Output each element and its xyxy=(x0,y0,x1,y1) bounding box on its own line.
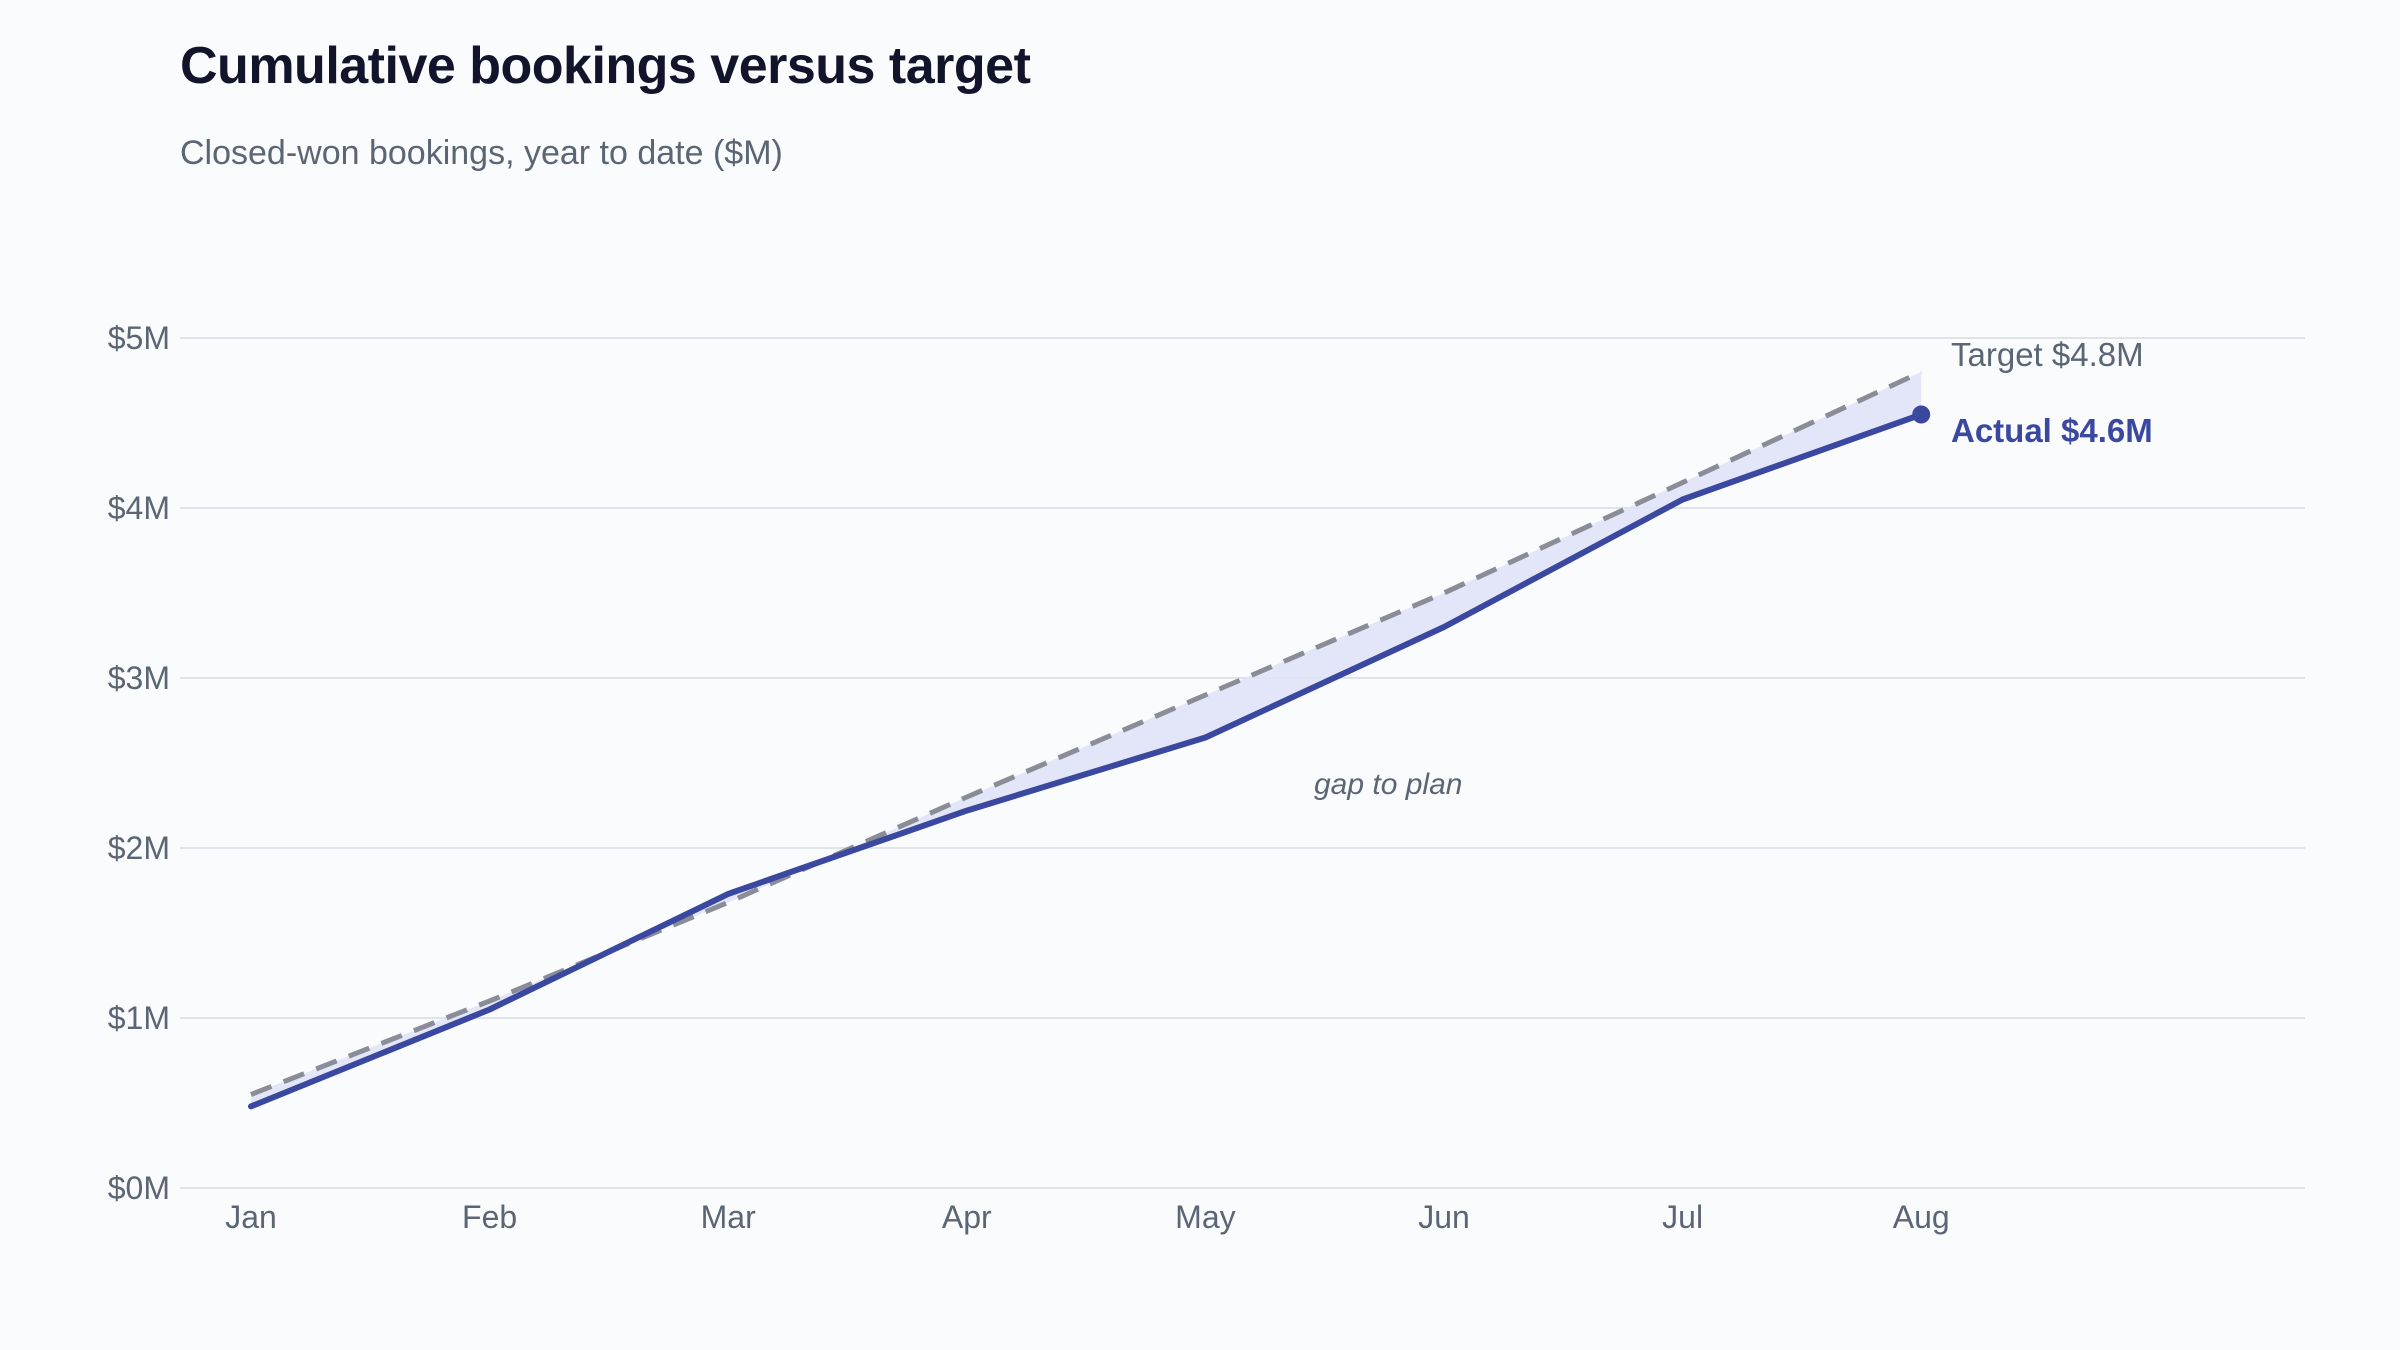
chart-title: Cumulative bookings versus target xyxy=(180,37,1031,95)
target-label: Target $4.8M xyxy=(1951,336,2144,373)
chart-subtitle: Closed-won bookings, year to date ($M) xyxy=(180,134,783,172)
x-tick-label: Mar xyxy=(701,1199,756,1235)
gridlines xyxy=(180,337,2305,1189)
x-tick-label: Apr xyxy=(942,1199,992,1235)
gap-area xyxy=(251,372,1922,1107)
x-tick-label: Aug xyxy=(1893,1199,1950,1235)
y-axis-ticks: $0M $1M $2M $3M $4M $5M xyxy=(108,320,170,1206)
x-tick-label: Feb xyxy=(462,1199,517,1235)
target-line xyxy=(250,369,1923,1097)
y-tick-label: $2M xyxy=(108,830,170,866)
y-tick-label: $0M xyxy=(108,1170,170,1206)
y-tick-label: $4M xyxy=(108,490,170,526)
y-tick-label: $3M xyxy=(108,660,170,696)
actual-label: Actual $4.6M xyxy=(1951,412,2153,449)
x-tick-label: Jan xyxy=(225,1199,277,1235)
series-lines xyxy=(248,369,1931,1110)
x-tick-label: Jun xyxy=(1418,1199,1470,1235)
x-tick-label: May xyxy=(1175,1199,1235,1235)
actual-endpoint xyxy=(1912,405,1931,424)
actual-line xyxy=(248,411,1925,1110)
y-tick-label: $1M xyxy=(108,1000,170,1036)
gap-area-layer xyxy=(251,372,1922,1107)
x-axis-ticks: Jan Feb Mar Apr May Jun Jul Aug xyxy=(225,1199,1949,1235)
y-tick-label: $5M xyxy=(108,320,170,356)
x-tick-label: Jul xyxy=(1662,1199,1703,1235)
gap-label: gap to plan xyxy=(1314,768,1462,801)
annotations: Target $4.8M Actual $4.6M gap to plan xyxy=(1314,336,2153,801)
